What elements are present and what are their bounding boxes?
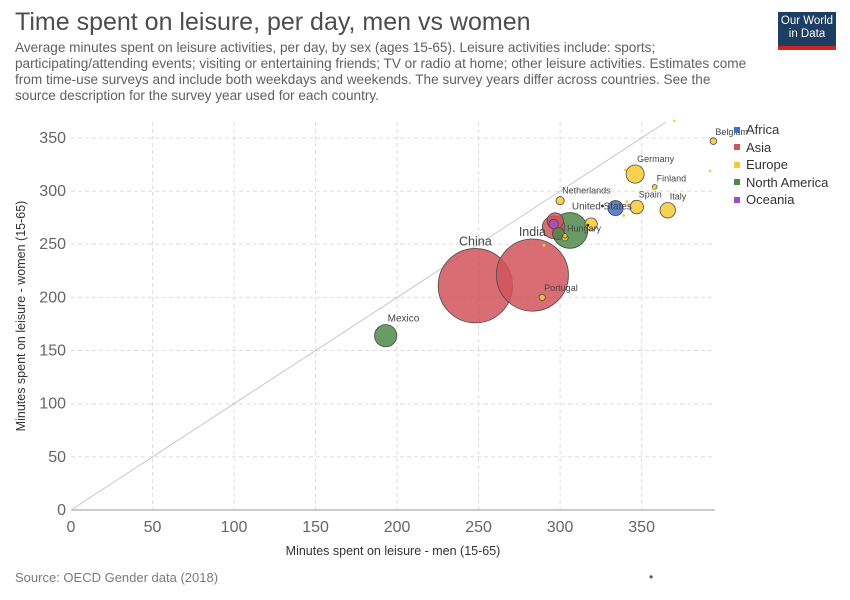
x-tick-label: 300 [547, 519, 574, 536]
legend-swatch [734, 179, 740, 186]
legend-label: Africa [746, 122, 780, 138]
legend-item-africa[interactable]: Africa [734, 121, 828, 139]
point-belgium[interactable] [709, 137, 718, 145]
point-label-portugal: Portugal [544, 283, 578, 293]
point-label-germany: Germany [637, 154, 675, 164]
point-netherlands[interactable] [555, 196, 565, 206]
legend-item-asia[interactable]: Asia [734, 139, 828, 157]
legend-swatch [734, 196, 740, 203]
legend: Africa Asia Europe North America Oceania [734, 121, 828, 209]
source-note: Source: OECD Gender data (2018) [15, 570, 219, 585]
point-label-mexico: Mexico [388, 314, 420, 325]
legend-label: Europe [746, 157, 788, 173]
point-portugal[interactable] [538, 293, 546, 301]
y-tick-label: 100 [39, 396, 66, 413]
y-tick-label: 250 [39, 236, 66, 253]
x-tick-label: 200 [384, 519, 411, 536]
data-point[interactable] [586, 223, 590, 227]
data-point[interactable] [708, 169, 712, 173]
owid-logo[interactable]: Our World in Data [778, 12, 836, 50]
data-point[interactable] [601, 204, 604, 208]
point-mexico[interactable] [374, 324, 398, 348]
y-tick-label: 150 [39, 343, 66, 360]
y-tick-label: 300 [39, 183, 66, 200]
legend-swatch [734, 126, 740, 133]
data-point[interactable] [607, 200, 624, 217]
legend-swatch [734, 144, 740, 151]
logo-line-1: Our World [780, 15, 834, 27]
legend-item-north-america[interactable]: North America [734, 174, 828, 192]
point-india[interactable] [495, 238, 569, 312]
data-point[interactable] [623, 168, 627, 172]
y-tick-label: 200 [39, 289, 66, 306]
point-italy[interactable] [659, 202, 676, 219]
x-tick-label: 350 [628, 519, 655, 536]
logo-line-2: in Data [788, 27, 826, 40]
y-tick-label: 350 [39, 130, 66, 147]
data-point[interactable] [625, 200, 629, 204]
point-label-italy: Italy [670, 191, 687, 201]
chart-title: Time spent on leisure, per day, men vs w… [15, 8, 531, 36]
point-label-belgium: Belgium [715, 127, 748, 137]
legend-swatch [734, 161, 740, 168]
x-tick-label: 0 [67, 519, 76, 536]
y-tick-label: 50 [48, 449, 66, 466]
legend-label: Oceania [746, 192, 795, 208]
data-point[interactable] [672, 119, 676, 123]
x-tick-label: 100 [221, 519, 248, 536]
legend-item-oceania[interactable]: Oceania [734, 191, 828, 209]
x-tick-label: 50 [144, 519, 162, 536]
equality-line [70, 121, 667, 511]
point-germany[interactable] [625, 164, 645, 184]
point-label-india: India [519, 225, 546, 239]
y-axis-label: Minutes spent on leisure - women (15-65) [14, 201, 28, 432]
point-label-united-states: United States [572, 202, 632, 213]
data-point[interactable] [542, 243, 546, 247]
logo-accent-bar [778, 46, 836, 50]
x-tick-label: 150 [302, 519, 329, 536]
data-point[interactable] [584, 217, 598, 231]
legend-label: North America [746, 174, 829, 190]
data-point[interactable] [651, 187, 655, 191]
legend-label: Asia [746, 139, 772, 155]
point-spain[interactable] [629, 199, 644, 215]
y-tick-label: 0 [57, 502, 66, 519]
point-label-finland: Finland [657, 173, 687, 183]
legend-item-europe[interactable]: Europe [734, 156, 828, 174]
data-point[interactable] [622, 214, 626, 217]
point-label-spain: Spain [639, 189, 662, 199]
footer-dot: • [649, 570, 654, 584]
point-label-hungary: Hungary [567, 224, 602, 234]
x-tick-label: 250 [465, 519, 492, 536]
chart-subtitle: Average minutes spent on leisure activit… [15, 40, 747, 103]
x-axis-label: Minutes spent on leisure - men (15-65) [286, 544, 501, 558]
point-label-china: China [459, 235, 492, 249]
data-point[interactable] [548, 218, 559, 230]
point-label-netherlands: Netherlands [562, 186, 611, 196]
data-point[interactable] [562, 233, 568, 239]
